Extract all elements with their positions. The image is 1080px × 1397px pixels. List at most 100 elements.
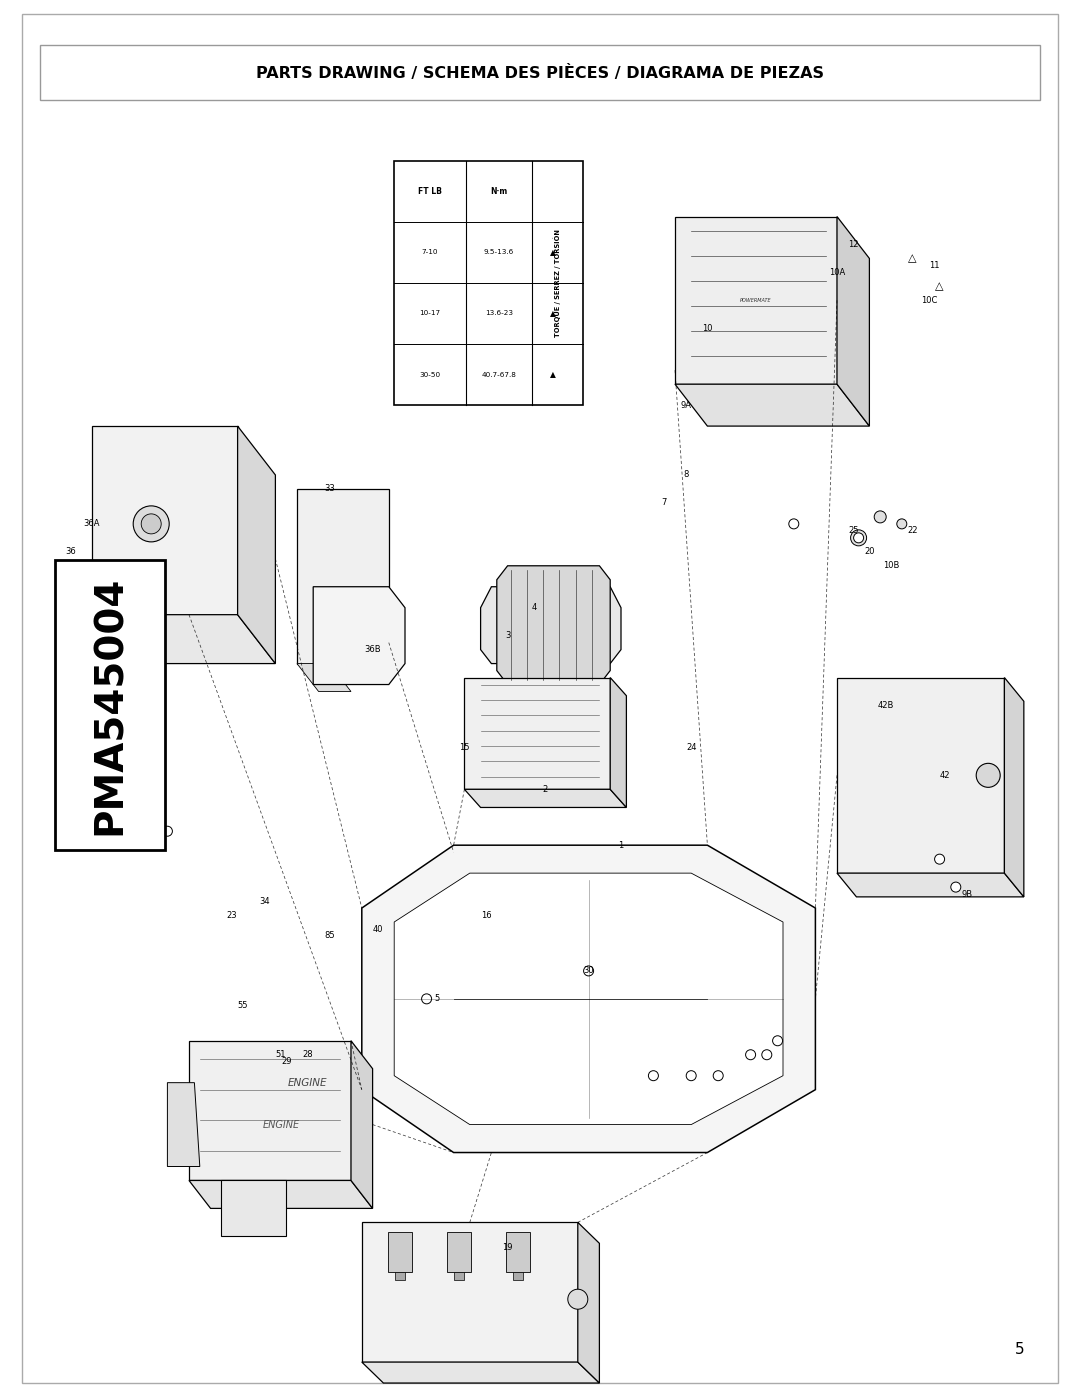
Text: 11: 11 [929,261,940,270]
Text: 4: 4 [532,604,537,612]
Text: 55: 55 [238,1002,248,1010]
Text: ▲: ▲ [550,370,555,379]
Text: PARTS DRAWING / SCHEMA DES PIÈCES / DIAGRAMA DE PIEZAS: PARTS DRAWING / SCHEMA DES PIÈCES / DIAG… [256,66,824,81]
Polygon shape [351,1041,373,1208]
Text: ENGINE: ENGINE [288,1077,327,1088]
Polygon shape [92,426,238,615]
Circle shape [788,518,799,529]
Text: POWERMATE: POWERMATE [740,298,772,303]
Bar [507,1232,530,1273]
Bar [454,1273,464,1280]
Text: 42: 42 [940,771,950,780]
Text: 33: 33 [324,485,335,493]
Polygon shape [837,678,1004,873]
Polygon shape [221,1180,286,1236]
Polygon shape [464,789,626,807]
Text: 1: 1 [619,841,623,849]
Circle shape [745,1049,756,1060]
Text: 34: 34 [259,897,270,905]
Polygon shape [464,678,610,789]
Polygon shape [675,217,837,384]
Polygon shape [362,1222,578,1362]
Text: 30: 30 [583,967,594,975]
Circle shape [853,532,864,543]
Circle shape [141,514,161,534]
Circle shape [583,965,594,977]
Text: 10: 10 [702,324,713,332]
Polygon shape [313,587,405,685]
Circle shape [686,1070,697,1081]
Circle shape [934,854,945,865]
Circle shape [761,1049,772,1060]
Circle shape [713,1070,724,1081]
Circle shape [140,826,151,837]
Polygon shape [362,1362,599,1383]
Circle shape [648,1070,659,1081]
Polygon shape [497,566,610,685]
Text: ▲: ▲ [550,309,555,319]
Text: 9.5-13.6: 9.5-13.6 [484,249,514,256]
Text: PMA545004: PMA545004 [91,576,129,835]
Circle shape [162,826,173,837]
Text: 20: 20 [864,548,875,556]
Polygon shape [362,845,815,1153]
Circle shape [772,1035,783,1046]
Text: 36: 36 [65,548,76,556]
Polygon shape [610,678,626,807]
Polygon shape [297,489,389,664]
Text: 19: 19 [502,1243,513,1252]
Circle shape [976,763,1000,788]
Text: 8: 8 [684,471,688,479]
Polygon shape [189,1180,373,1208]
Text: 12: 12 [848,240,859,249]
Circle shape [421,993,432,1004]
Text: △: △ [935,281,944,292]
Text: ▲: ▲ [550,247,555,257]
Text: 3: 3 [505,631,510,640]
Circle shape [950,882,961,893]
Bar [447,1232,471,1273]
Text: 24: 24 [686,743,697,752]
Bar [40,45,1040,101]
Text: 10B: 10B [882,562,900,570]
Text: 30-50: 30-50 [419,372,441,377]
Text: 36A: 36A [83,520,100,528]
Bar [394,161,583,405]
Text: 40: 40 [373,925,383,933]
Text: 10A: 10A [828,268,846,277]
Circle shape [874,511,887,522]
Text: 28: 28 [302,1051,313,1059]
Text: 5: 5 [435,995,440,1003]
Polygon shape [1004,678,1024,897]
Text: 13.6-23: 13.6-23 [485,310,513,317]
Text: N·m: N·m [490,187,508,196]
Text: 9A: 9A [680,401,691,409]
Text: 25: 25 [848,527,859,535]
Polygon shape [167,1083,200,1166]
Text: 38: 38 [140,827,151,835]
Circle shape [568,1289,588,1309]
Text: 10-17: 10-17 [419,310,441,317]
Text: ENGINE: ENGINE [262,1119,299,1130]
Text: 36B: 36B [364,645,381,654]
Text: 42B: 42B [877,701,894,710]
Bar [388,1232,411,1273]
Polygon shape [481,587,621,664]
Text: 40.7-67.8: 40.7-67.8 [482,372,516,377]
Polygon shape [837,217,869,426]
Text: 10C: 10C [920,296,937,305]
Text: 29: 29 [281,1058,292,1066]
Text: 22: 22 [907,527,918,535]
Polygon shape [837,873,1024,897]
Polygon shape [675,384,869,426]
Polygon shape [92,615,275,664]
Bar [394,1273,405,1280]
Polygon shape [189,1041,351,1180]
Text: 51: 51 [275,1051,286,1059]
Polygon shape [394,873,783,1125]
Circle shape [851,529,866,546]
Text: 7: 7 [662,499,666,507]
Text: 16: 16 [481,911,491,919]
Circle shape [896,518,907,529]
Text: 5: 5 [1015,1343,1025,1356]
